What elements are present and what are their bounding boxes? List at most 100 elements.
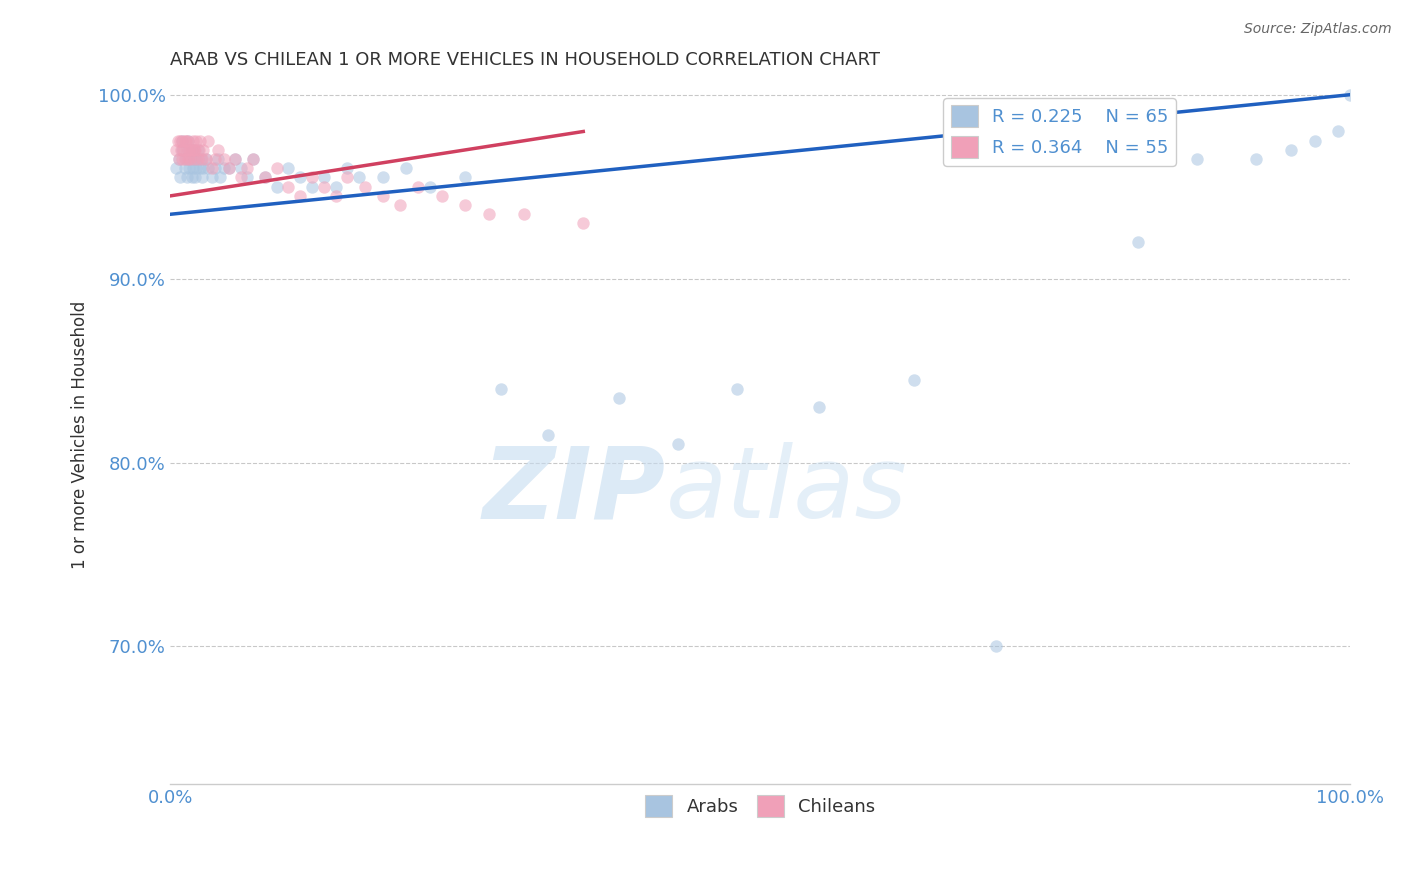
Point [180,143,202,157]
Point [430,189,453,203]
Point [478,207,501,221]
Point [1185,152,1208,166]
Point [489,382,512,396]
Point [181,134,204,148]
Point [406,179,429,194]
Point [212,152,235,166]
Point [253,170,276,185]
Point [371,170,394,185]
Point [177,134,200,148]
Point [290,189,312,203]
Point [204,152,226,166]
Point [183,152,205,166]
Point [242,152,264,166]
Y-axis label: 1 or more Vehicles in Household: 1 or more Vehicles in Household [72,301,89,569]
Point [179,143,201,157]
Point [253,170,276,185]
Point [231,161,253,176]
Point [984,640,1007,654]
Point [572,217,595,231]
Point [218,161,240,176]
Point [172,152,194,166]
Point [312,179,335,194]
Point [513,207,536,221]
Point [170,143,193,157]
Point [172,134,194,148]
Point [207,152,229,166]
Point [186,152,208,166]
Point [1339,87,1361,102]
Point [808,401,831,415]
Point [173,152,195,166]
Point [1279,143,1302,157]
Point [190,152,212,166]
Point [666,437,689,451]
Point [183,143,205,157]
Point [179,152,201,166]
Point [172,143,194,157]
Point [172,143,194,157]
Point [236,170,259,185]
Point [266,161,288,176]
Point [725,382,748,396]
Point [186,161,208,176]
Point [212,161,235,176]
Point [201,170,224,185]
Point [179,152,201,166]
Point [371,189,394,203]
Legend: Arabs, Chileans: Arabs, Chileans [638,788,883,824]
Point [277,161,299,176]
Point [183,143,205,157]
Point [607,391,630,405]
Point [395,161,418,176]
Point [184,170,207,185]
Point [166,134,188,148]
Point [1244,152,1267,166]
Point [188,161,211,176]
Point [1327,124,1350,138]
Point [173,134,195,148]
Point [172,134,194,148]
Point [183,152,205,166]
Text: ARAB VS CHILEAN 1 OR MORE VEHICLES IN HOUSEHOLD CORRELATION CHART: ARAB VS CHILEAN 1 OR MORE VEHICLES IN HO… [170,51,880,69]
Point [173,161,195,176]
Point [537,428,560,442]
Point [167,152,190,166]
Point [242,152,264,166]
Point [187,143,209,157]
Point [176,143,198,157]
Point [301,170,323,185]
Point [165,143,187,157]
Point [277,179,299,194]
Point [197,161,219,176]
Point [336,170,359,185]
Point [193,161,215,176]
Point [169,170,191,185]
Point [191,152,214,166]
Point [224,152,246,166]
Point [224,152,246,166]
Point [1303,134,1326,148]
Point [180,143,202,157]
Point [325,179,347,194]
Point [197,134,219,148]
Point [165,161,187,176]
Point [347,170,370,185]
Point [194,152,217,166]
Point [231,170,253,185]
Point [187,152,209,166]
Point [301,179,323,194]
Point [336,161,359,176]
Point [454,170,477,185]
Point [184,143,207,157]
Point [454,198,477,212]
Point [193,143,215,157]
Point [204,161,226,176]
Point [187,143,209,157]
Point [201,161,224,176]
Point [354,179,377,194]
Point [186,134,208,148]
Point [169,134,191,148]
Point [174,134,197,148]
Point [188,134,211,148]
